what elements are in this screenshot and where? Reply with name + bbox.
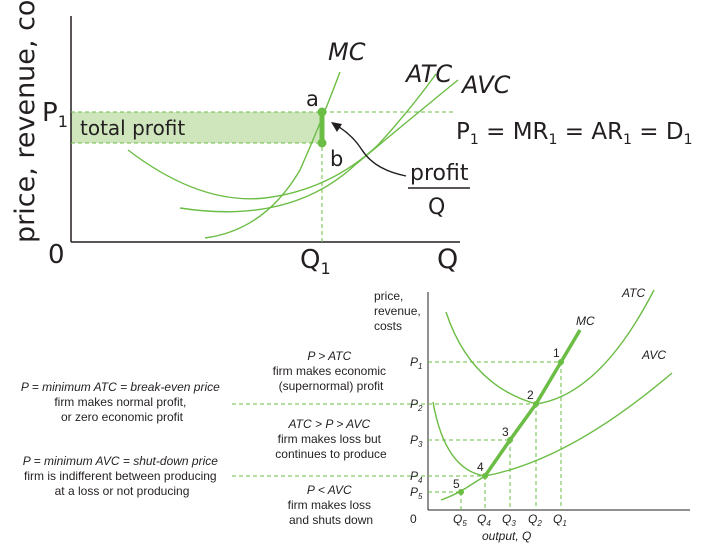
bottom-p5-label: P5 (410, 485, 423, 501)
bottom-q1-label: Q1 (553, 512, 567, 528)
bottom-point-3-label: 3 (502, 425, 509, 439)
bottom-point-4 (482, 473, 488, 479)
profit-arrowhead (331, 122, 342, 132)
bottom-x-axis-label: output, Q (482, 529, 531, 543)
bottom-atc-label: ATC (621, 286, 645, 300)
profit-diagram: price, revenue, costs 0 Q P1 Q1 MC ATC A… (10, 0, 693, 278)
bottom-q2-label: Q2 (528, 512, 542, 528)
bottom-point-2-label: 2 (527, 388, 534, 402)
top-avc-label: AVC (460, 71, 511, 99)
bottom-point-1 (558, 359, 564, 365)
top-mc-label: MC (328, 38, 366, 66)
note-between: ATC > P > AVC firm makes loss but contin… (275, 417, 387, 461)
bottom-mc-label: MC (576, 314, 595, 328)
bottom-point-3 (507, 437, 513, 443)
bottom-y-axis-label: price, revenue, costs (374, 289, 424, 333)
top-x-axis-label: Q (437, 244, 458, 275)
bottom-q4-label: Q4 (477, 512, 491, 528)
top-avc-curve (179, 79, 459, 213)
top-atc-label: ATC (404, 60, 452, 88)
bottom-q3-label: Q3 (502, 512, 516, 528)
top-mc-curve (204, 71, 341, 239)
total-profit-label: total profit (80, 116, 185, 140)
bottom-p2-label: P2 (410, 397, 423, 413)
point-b-marker (317, 138, 327, 148)
note-break-even: P = minimum ATC = break-even price firm … (21, 380, 223, 424)
top-origin-label: 0 (48, 240, 65, 270)
bottom-avc-label: AVC (641, 348, 666, 362)
bottom-mc-lower-curve (440, 475, 486, 501)
top-y-axis-label: price, revenue, costs (10, 0, 41, 243)
bottom-p4-label: P4 (410, 469, 423, 485)
top-atc-curve (127, 73, 437, 200)
bottom-atc-curve (445, 289, 655, 405)
bottom-q5-label: Q5 (453, 512, 467, 528)
bottom-p3-label: P3 (410, 433, 423, 449)
bottom-point-1-label: 1 (553, 346, 560, 360)
bottom-p1-label: P1 (410, 355, 422, 371)
equilibrium-equation: P1 = MR1 = AR1 = D1 (456, 119, 693, 148)
profit-fraction-numerator: profit (410, 161, 469, 186)
total-profit-area (71, 112, 322, 143)
profit-arrow (333, 123, 407, 177)
note-shut-down: P = minimum AVC = shut-down price firm i… (23, 454, 222, 498)
bottom-origin-label: 0 (410, 512, 417, 526)
bottom-point-2 (533, 401, 539, 407)
top-p1-label: P1 (42, 98, 68, 131)
bottom-point-5 (458, 489, 464, 495)
shutdown-diagram: 1 2 3 4 5 MC ATC AVC price, revenue, cos… (21, 286, 690, 543)
note-below-avc: P < AVC firm makes loss and shuts down (288, 483, 375, 527)
point-a-marker (317, 107, 327, 117)
point-a-label: a (306, 87, 319, 111)
profit-fraction-denominator: Q (428, 195, 445, 220)
note-above-atc: P > ATC firm makes economic (supernormal… (273, 349, 390, 393)
point-b-label: b (330, 147, 343, 171)
bottom-point-5-label: 5 (453, 477, 460, 491)
top-q1-label: Q1 (300, 245, 331, 278)
bottom-point-4-label: 4 (477, 460, 484, 474)
bottom-avc-curve (432, 372, 673, 477)
